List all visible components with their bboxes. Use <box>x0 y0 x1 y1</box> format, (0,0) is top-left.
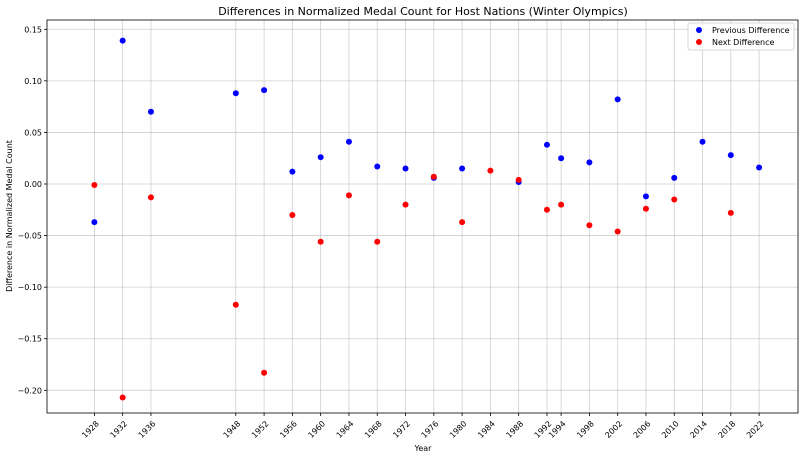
x-tick-label: 1998 <box>575 419 596 440</box>
previous-difference-point <box>614 96 621 103</box>
x-tick-label: 2006 <box>632 419 653 440</box>
next-difference-point <box>402 201 409 208</box>
x-tick-label: 1928 <box>80 419 101 440</box>
previous-difference-point <box>543 141 550 148</box>
x-tick-label: 1984 <box>476 419 497 440</box>
previous-difference-point <box>317 154 324 161</box>
next-difference-point <box>147 194 154 201</box>
previous-difference-point <box>586 159 593 166</box>
next-difference-point <box>91 182 98 189</box>
next-difference-point <box>374 238 381 245</box>
x-tick-label: 2002 <box>603 419 624 440</box>
x-tick-label: 1960 <box>306 419 327 440</box>
x-tick-label: 1964 <box>335 419 356 440</box>
next-difference-point <box>614 228 621 235</box>
previous-difference-point <box>756 164 763 171</box>
previous-difference-point <box>119 37 126 44</box>
previous-difference-point <box>558 155 565 162</box>
next-difference-point <box>543 206 550 213</box>
legend-label-next: Next Difference <box>712 38 775 47</box>
previous-difference-point <box>699 138 706 145</box>
x-tick-label: 1932 <box>108 419 129 440</box>
x-tick-label: 2010 <box>660 419 681 440</box>
next-difference-point <box>459 219 466 226</box>
previous-difference-point <box>232 90 239 97</box>
next-difference-point <box>289 211 296 218</box>
next-difference-point <box>430 173 437 180</box>
chart-title: Differences in Normalized Medal Count fo… <box>218 5 628 18</box>
y-tick-label: −0.15 <box>17 335 42 344</box>
x-tick-label: 1972 <box>391 419 412 440</box>
legend-box <box>687 22 795 51</box>
next-difference-point <box>487 167 494 174</box>
previous-difference-point <box>289 168 296 175</box>
next-difference-point <box>558 201 565 208</box>
x-tick-label: 2018 <box>717 419 738 440</box>
y-tick-label: 0.10 <box>24 77 42 86</box>
next-difference-point <box>232 301 239 308</box>
y-axis-label: Difference in Normalized Medal Count <box>5 140 14 292</box>
previous-difference-point <box>459 165 466 172</box>
x-tick-label: 2022 <box>745 419 766 440</box>
next-difference-point <box>317 238 324 245</box>
data-points <box>91 37 763 401</box>
x-tick-label: 1956 <box>278 419 299 440</box>
previous-difference-point <box>671 174 678 181</box>
y-axis-ticks: −0.20 −0.15 −0.10 −0.05 0.00 0.05 0.10 0.15 <box>17 25 47 395</box>
next-difference-point <box>119 394 126 401</box>
previous-difference-point <box>402 165 409 172</box>
x-axis-ticks: 1928 1932 1936 1948 1952 1956 1960 1964 1968 1972… <box>80 413 766 440</box>
next-difference-point <box>727 209 734 216</box>
previous-difference-point <box>642 193 649 200</box>
x-axis-label: Year <box>414 444 433 453</box>
y-tick-label: −0.05 <box>17 232 42 241</box>
x-tick-label: 2014 <box>688 419 709 440</box>
next-difference-point <box>345 192 352 199</box>
previous-difference-point <box>147 108 154 115</box>
x-tick-label: 1980 <box>448 419 469 440</box>
previous-difference-point <box>91 219 98 226</box>
next-difference-point <box>261 369 268 376</box>
legend-marker-previous <box>696 27 702 33</box>
legend: Previous Difference Next Difference <box>687 22 795 51</box>
x-tick-label: 1936 <box>137 419 158 440</box>
previous-difference-point <box>374 163 381 170</box>
x-tick-label: 1952 <box>250 419 271 440</box>
plot-frame <box>46 19 799 414</box>
next-difference-point <box>515 176 522 183</box>
x-tick-label: 1988 <box>504 419 525 440</box>
y-tick-label: 0.15 <box>24 25 42 34</box>
next-difference-point <box>642 205 649 212</box>
x-tick-label: 1976 <box>420 419 441 440</box>
y-tick-label: 0.00 <box>24 180 42 189</box>
y-tick-label: 0.05 <box>24 128 42 137</box>
x-tick-label: 1968 <box>363 419 384 440</box>
previous-difference-point <box>261 87 268 94</box>
previous-difference-point <box>727 152 734 159</box>
next-difference-point <box>671 196 678 203</box>
legend-label-previous: Previous Difference <box>712 26 790 35</box>
y-tick-label: −0.10 <box>17 283 42 292</box>
y-tick-label: −0.20 <box>17 386 42 395</box>
legend-marker-next <box>696 39 702 45</box>
next-difference-point <box>586 222 593 229</box>
x-tick-label: 1948 <box>222 419 243 440</box>
grid <box>47 20 798 413</box>
previous-difference-point <box>345 138 352 145</box>
